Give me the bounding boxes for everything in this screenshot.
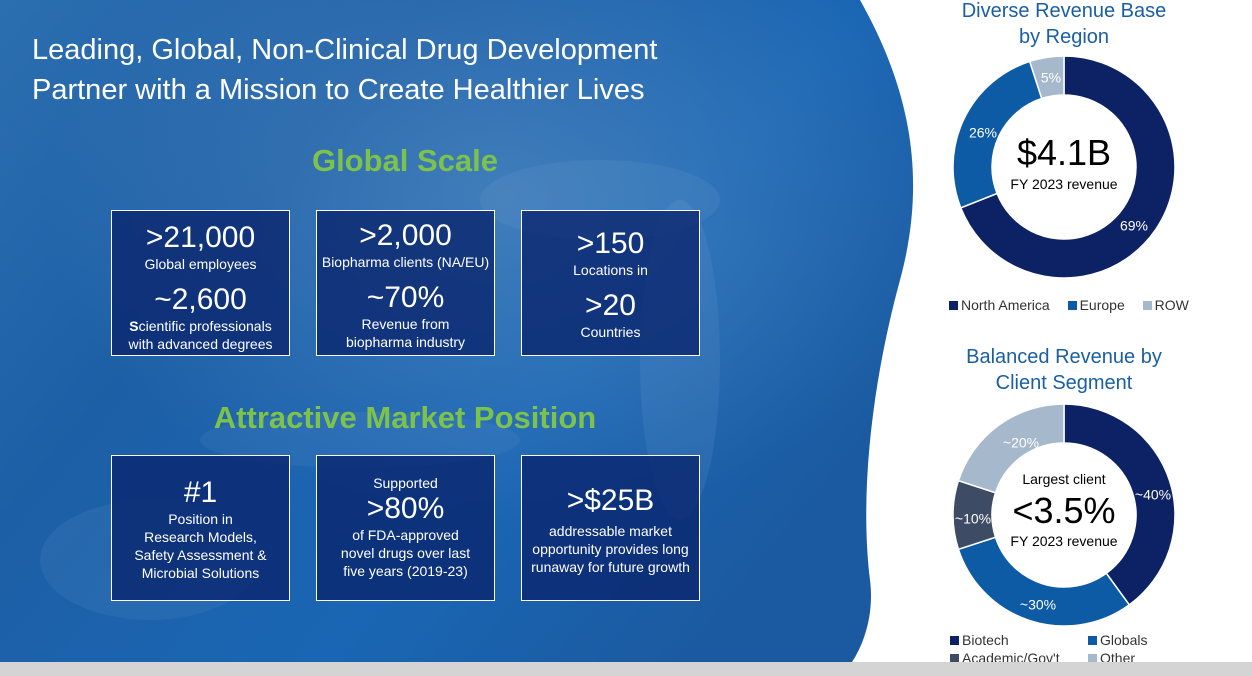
slice-label: ~40% bbox=[1135, 487, 1171, 503]
stat-label: biopharma industry bbox=[345, 334, 466, 350]
stat-box-locations: >150 Locations in >20 Countries bbox=[521, 210, 700, 356]
legend-label: Other bbox=[1100, 650, 1136, 662]
stat-value: >21,000 bbox=[145, 221, 256, 254]
legend-swatch bbox=[1067, 301, 1077, 310]
legend-swatch bbox=[1088, 636, 1097, 645]
stat-label: Countries bbox=[580, 324, 641, 340]
slice-label: 26% bbox=[969, 125, 997, 141]
stat-label-rest: cientific professionals bbox=[138, 318, 272, 334]
legend-swatch bbox=[949, 301, 958, 310]
stat-value: >$25B bbox=[566, 484, 655, 517]
stat-label: of FDA-approved bbox=[352, 527, 459, 543]
stat-label: Scientific professionals bbox=[112, 317, 289, 335]
segment-donut: ~40% ~30% ~10% ~20% Largest client <3.5% FY 20… bbox=[952, 403, 1176, 627]
center-value: <3.5% bbox=[1012, 490, 1115, 531]
stat-label: runaway for future growth bbox=[531, 559, 690, 575]
stat-box-employees: >21,000 Global employees ~2,600 Scientif… bbox=[111, 210, 290, 356]
stat-value: >80% bbox=[366, 492, 445, 525]
stat-box-position: #1 Position in Research Models, Safety A… bbox=[111, 455, 290, 601]
stat-label: with advanced degrees bbox=[128, 336, 273, 352]
legend-swatch bbox=[1088, 654, 1097, 662]
legend-label: North America bbox=[961, 297, 1050, 313]
region-donut: 69% 26% 5% $4.1B FY 2023 revenue bbox=[952, 55, 1176, 279]
stat-label: opportunity provides long bbox=[532, 541, 689, 557]
center-pre-label: Largest client bbox=[1022, 471, 1105, 487]
legend-label: Academic/Gov't bbox=[962, 650, 1060, 662]
region-chart-title-line-1: Diverse Revenue Base bbox=[961, 0, 1167, 22]
stat-label: Research Models, bbox=[144, 529, 257, 545]
stat-box-clients: >2,000 Biopharma clients (NA/EU) ~70% Re… bbox=[316, 210, 495, 356]
headline-line-2: Partner with a Mission to Create Healthi… bbox=[32, 74, 645, 106]
region-chart-title-line-2: by Region bbox=[1018, 26, 1110, 48]
stat-label: five years (2019-23) bbox=[343, 563, 468, 579]
segment-legend-item-biotech: Biotech bbox=[950, 632, 1009, 648]
footer-bar bbox=[0, 662, 1252, 676]
stat-value: ~70% bbox=[366, 281, 445, 314]
legend-label: Globals bbox=[1100, 632, 1148, 648]
segment-chart-title-line-2: Client Segment bbox=[995, 372, 1133, 394]
center-label: FY 2023 revenue bbox=[1010, 533, 1117, 549]
stat-label: Global employees bbox=[144, 256, 257, 272]
donut-charts: 69% 26% 5% $4.1B FY 2023 revenue ~40% ~30% ~10%… bbox=[952, 55, 1176, 627]
slide: Leading, Global, Non-Clinical Drug Devel… bbox=[0, 0, 1203, 662]
stat-label: Microbial Solutions bbox=[141, 565, 260, 581]
center-label: FY 2023 revenue bbox=[1010, 176, 1117, 192]
segment-chart-title: Balanced Revenue by Client Segment bbox=[925, 344, 1203, 396]
legend-item-europe: Europe bbox=[1067, 297, 1125, 313]
stat-label: Biopharma clients (NA/EU) bbox=[321, 254, 490, 270]
stat-value: >2,000 bbox=[359, 219, 452, 252]
stat-box-fda: Supported >80% of FDA-approved novel dru… bbox=[316, 455, 495, 601]
stat-label: Locations in bbox=[573, 262, 648, 278]
segment-chart-title-line-1: Balanced Revenue by bbox=[966, 346, 1162, 368]
legend-item-north-america: North America bbox=[949, 297, 1050, 313]
stat-label: addressable market bbox=[549, 523, 672, 539]
region-chart-title: Diverse Revenue Base by Region bbox=[925, 0, 1203, 50]
legend-swatch bbox=[950, 636, 959, 645]
slice-label: 69% bbox=[1120, 218, 1148, 234]
headline: Leading, Global, Non-Clinical Drug Devel… bbox=[32, 30, 792, 110]
segment-legend-item-globals: Globals bbox=[1088, 632, 1147, 648]
global-scale-title: Global Scale bbox=[311, 143, 499, 178]
stat-label: Safety Assessment & bbox=[134, 547, 267, 563]
stat-label: novel drugs over last bbox=[340, 545, 471, 561]
center-value: $4.1B bbox=[1017, 132, 1111, 173]
stat-value: >150 bbox=[576, 227, 645, 260]
legend-label: Europe bbox=[1079, 297, 1125, 313]
donut-hole bbox=[992, 443, 1136, 587]
stat-label: Revenue from bbox=[361, 316, 450, 332]
region-legend: North America Europe ROW bbox=[949, 297, 1189, 313]
legend-label: ROW bbox=[1154, 297, 1189, 313]
stat-box-market: >$25B addressable market opportunity pro… bbox=[521, 455, 700, 601]
stat-value: ~2,600 bbox=[154, 283, 247, 316]
slice-label: 5% bbox=[1041, 70, 1061, 86]
stat-label: Supported bbox=[373, 475, 438, 491]
stat-value: >20 bbox=[585, 289, 636, 322]
stat-label: Position in bbox=[168, 511, 233, 527]
segment-legend-item-other: Other bbox=[1088, 650, 1135, 662]
slice-label: ~20% bbox=[1003, 435, 1039, 451]
legend-item-row: ROW bbox=[1142, 297, 1189, 313]
legend-swatch bbox=[950, 654, 959, 662]
slice-label: ~30% bbox=[1020, 597, 1056, 613]
segment-legend-item-academic: Academic/Gov't bbox=[950, 650, 1060, 662]
donut-hole bbox=[992, 95, 1136, 239]
slice-label: ~10% bbox=[955, 511, 991, 527]
stat-label-bold: S bbox=[129, 318, 139, 334]
stat-value: #1 bbox=[183, 476, 218, 509]
market-position-title: Attractive Market Position bbox=[213, 400, 597, 435]
legend-label: Biotech bbox=[962, 632, 1009, 648]
headline-line-1: Leading, Global, Non-Clinical Drug Devel… bbox=[32, 34, 658, 66]
legend-swatch bbox=[1142, 301, 1152, 310]
